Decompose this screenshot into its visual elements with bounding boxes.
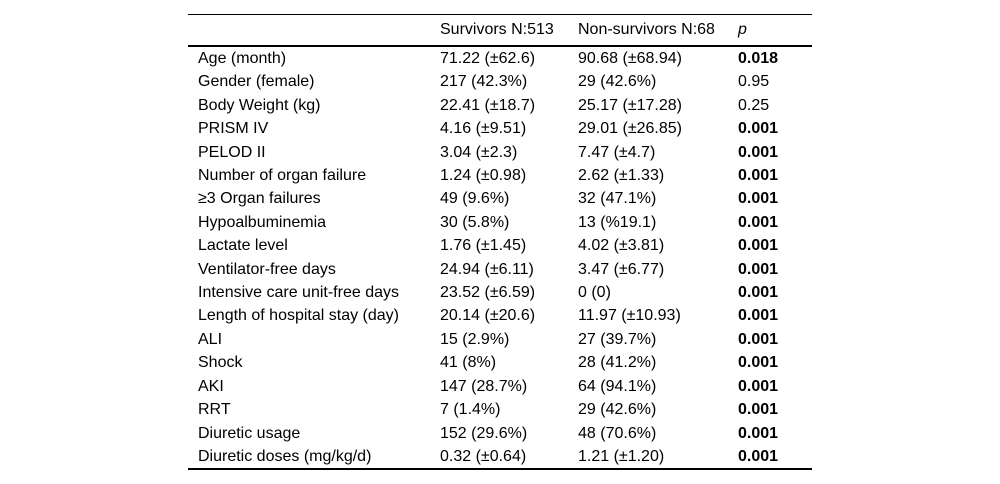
cell-survivors: 15 (2.9%) — [440, 330, 510, 348]
table-row: Length of hospital stay (day) 20.14 (±20… — [188, 304, 812, 327]
row-label: Body Weight (kg) — [198, 96, 321, 114]
row-label: ALI — [198, 330, 223, 348]
cell-survivors: 152 (29.6%) — [440, 424, 528, 442]
cell-survivors: 217 (42.3%) — [440, 73, 528, 91]
cell-survivors: 22.41 (±18.7) — [440, 96, 536, 114]
cell-p-value: 0.95 — [738, 73, 770, 91]
cell-p-value: 0.018 — [738, 50, 779, 67]
comparison-table-container: Survivors N:513 Non-survivors N:68 p Age… — [188, 14, 812, 471]
row-label: AKI — [198, 377, 224, 395]
cell-survivors: 1.24 (±0.98) — [440, 167, 527, 185]
table-row: Intensive care unit-free days 23.52 (±6.… — [188, 281, 812, 304]
table-row: PRISM IV 4.16 (±9.51) 29.01 (±26.85) 0.0… — [188, 117, 812, 140]
cell-non-survivors: 28 (41.2%) — [578, 354, 657, 372]
table-row: ≥3 Organ failures 49 (9.6%) 32 (47.1%) 0… — [188, 187, 812, 210]
cell-survivors: 20.14 (±20.6) — [440, 307, 536, 325]
cell-p-value: 0.001 — [738, 237, 779, 255]
cell-p-value: 0.001 — [738, 167, 779, 185]
cell-p-value: 0.001 — [738, 190, 779, 208]
row-label: Gender (female) — [198, 73, 315, 91]
cell-non-survivors: 32 (47.1%) — [578, 190, 657, 208]
cell-p-value: 0.001 — [738, 401, 779, 419]
row-label: Intensive care unit-free days — [198, 284, 399, 302]
header-p-value: p — [738, 14, 812, 47]
header-non-survivors: Non-survivors N:68 — [578, 14, 738, 47]
cell-non-survivors: 4.02 (±3.81) — [578, 237, 665, 255]
table-row: RRT 7 (1.4%) 29 (42.6%) 0.001 — [188, 398, 812, 421]
row-label: Diuretic usage — [198, 424, 301, 442]
table-row: ALI 15 (2.9%) 27 (39.7%) 0.001 — [188, 328, 812, 351]
cell-non-survivors: 2.62 (±1.33) — [578, 167, 665, 185]
cell-non-survivors: 29 (42.6%) — [578, 401, 657, 419]
cell-survivors: 23.52 (±6.59) — [440, 284, 536, 302]
cell-survivors: 7 (1.4%) — [440, 401, 501, 419]
cell-survivors: 3.04 (±2.3) — [440, 143, 518, 161]
survivors-comparison-table: Survivors N:513 Non-survivors N:68 p Age… — [188, 14, 812, 471]
cell-p-value: 0.001 — [738, 143, 779, 161]
table-row: Body Weight (kg) 22.41 (±18.7) 25.17 (±1… — [188, 94, 812, 117]
row-label: PELOD II — [198, 143, 266, 161]
cell-p-value: 0.001 — [738, 260, 779, 278]
row-label: Shock — [198, 354, 243, 372]
table-body: Age (month) 71.22 (±62.6) 90.68 (±68.94)… — [188, 46, 812, 469]
table-row: Lactate level 1.76 (±1.45) 4.02 (±3.81) … — [188, 234, 812, 257]
cell-non-survivors: 29.01 (±26.85) — [578, 120, 682, 138]
cell-survivors: 71.22 (±62.6) — [440, 50, 536, 67]
cell-p-value: 0.001 — [738, 330, 779, 348]
cell-p-value: 0.001 — [738, 307, 779, 325]
row-label: PRISM IV — [198, 120, 269, 138]
header-row: Survivors N:513 Non-survivors N:68 p — [188, 14, 812, 47]
cell-non-survivors: 27 (39.7%) — [578, 330, 657, 348]
cell-p-value: 0.001 — [738, 447, 779, 465]
cell-non-survivors: 64 (94.1%) — [578, 377, 657, 395]
table-row: Gender (female) 217 (42.3%) 29 (42.6%) 0… — [188, 70, 812, 93]
cell-non-survivors: 25.17 (±17.28) — [578, 96, 682, 114]
header-variable — [188, 14, 440, 47]
table-row: Shock 41 (8%) 28 (41.2%) 0.001 — [188, 351, 812, 374]
cell-non-survivors: 11.97 (±10.93) — [578, 307, 681, 325]
cell-non-survivors: 90.68 (±68.94) — [578, 50, 682, 67]
cell-p-value: 0.001 — [738, 354, 779, 372]
cell-p-value: 0.25 — [738, 96, 770, 114]
cell-non-survivors: 48 (70.6%) — [578, 424, 657, 442]
cell-p-value: 0.001 — [738, 120, 779, 138]
cell-survivors: 1.76 (±1.45) — [440, 237, 527, 255]
cell-survivors: 49 (9.6%) — [440, 190, 510, 208]
table-row: Number of organ failure 1.24 (±0.98) 2.6… — [188, 164, 812, 187]
cell-p-value: 0.001 — [738, 424, 779, 442]
table-row: AKI 147 (28.7%) 64 (94.1%) 0.001 — [188, 375, 812, 398]
table-row: Diuretic usage 152 (29.6%) 48 (70.6%) 0.… — [188, 422, 812, 445]
table-row: Age (month) 71.22 (±62.6) 90.68 (±68.94)… — [188, 46, 812, 70]
cell-p-value: 0.001 — [738, 377, 779, 395]
cell-non-survivors: 3.47 (±6.77) — [578, 260, 665, 278]
row-label: Number of organ failure — [198, 167, 367, 185]
cell-non-survivors: 1.21 (±1.20) — [578, 447, 665, 465]
cell-survivors: 0.32 (±0.64) — [440, 447, 527, 465]
row-label: Age (month) — [198, 50, 287, 67]
cell-p-value: 0.001 — [738, 213, 779, 231]
table-row: Ventilator-free days 24.94 (±6.11) 3.47 … — [188, 258, 812, 281]
cell-p-value: 0.001 — [738, 284, 779, 302]
cell-survivors: 24.94 (±6.11) — [440, 260, 534, 278]
row-label: ≥3 Organ failures — [198, 190, 321, 208]
cell-non-survivors: 29 (42.6%) — [578, 73, 657, 91]
cell-survivors: 147 (28.7%) — [440, 377, 528, 395]
table-row: Diuretic doses (mg/kg/d) 0.32 (±0.64) 1.… — [188, 445, 812, 469]
cell-non-survivors: 13 (%19.1) — [578, 213, 657, 231]
cell-survivors: 30 (5.8%) — [440, 213, 510, 231]
header-survivors: Survivors N:513 — [440, 14, 578, 47]
table-row: Hypoalbuminemia 30 (5.8%) 13 (%19.1) 0.0… — [188, 211, 812, 234]
row-label: Diuretic doses (mg/kg/d) — [198, 447, 372, 465]
table-row: PELOD II 3.04 (±2.3) 7.47 (±4.7) 0.001 — [188, 141, 812, 164]
cell-survivors: 41 (8%) — [440, 354, 497, 372]
row-label: Ventilator-free days — [198, 260, 336, 278]
row-label: Lactate level — [198, 237, 288, 255]
cell-survivors: 4.16 (±9.51) — [440, 120, 527, 138]
row-label: Hypoalbuminemia — [198, 213, 327, 231]
cell-non-survivors: 0 (0) — [578, 284, 611, 302]
cell-non-survivors: 7.47 (±4.7) — [578, 143, 656, 161]
row-label: RRT — [198, 401, 231, 419]
row-label: Length of hospital stay (day) — [198, 307, 400, 325]
